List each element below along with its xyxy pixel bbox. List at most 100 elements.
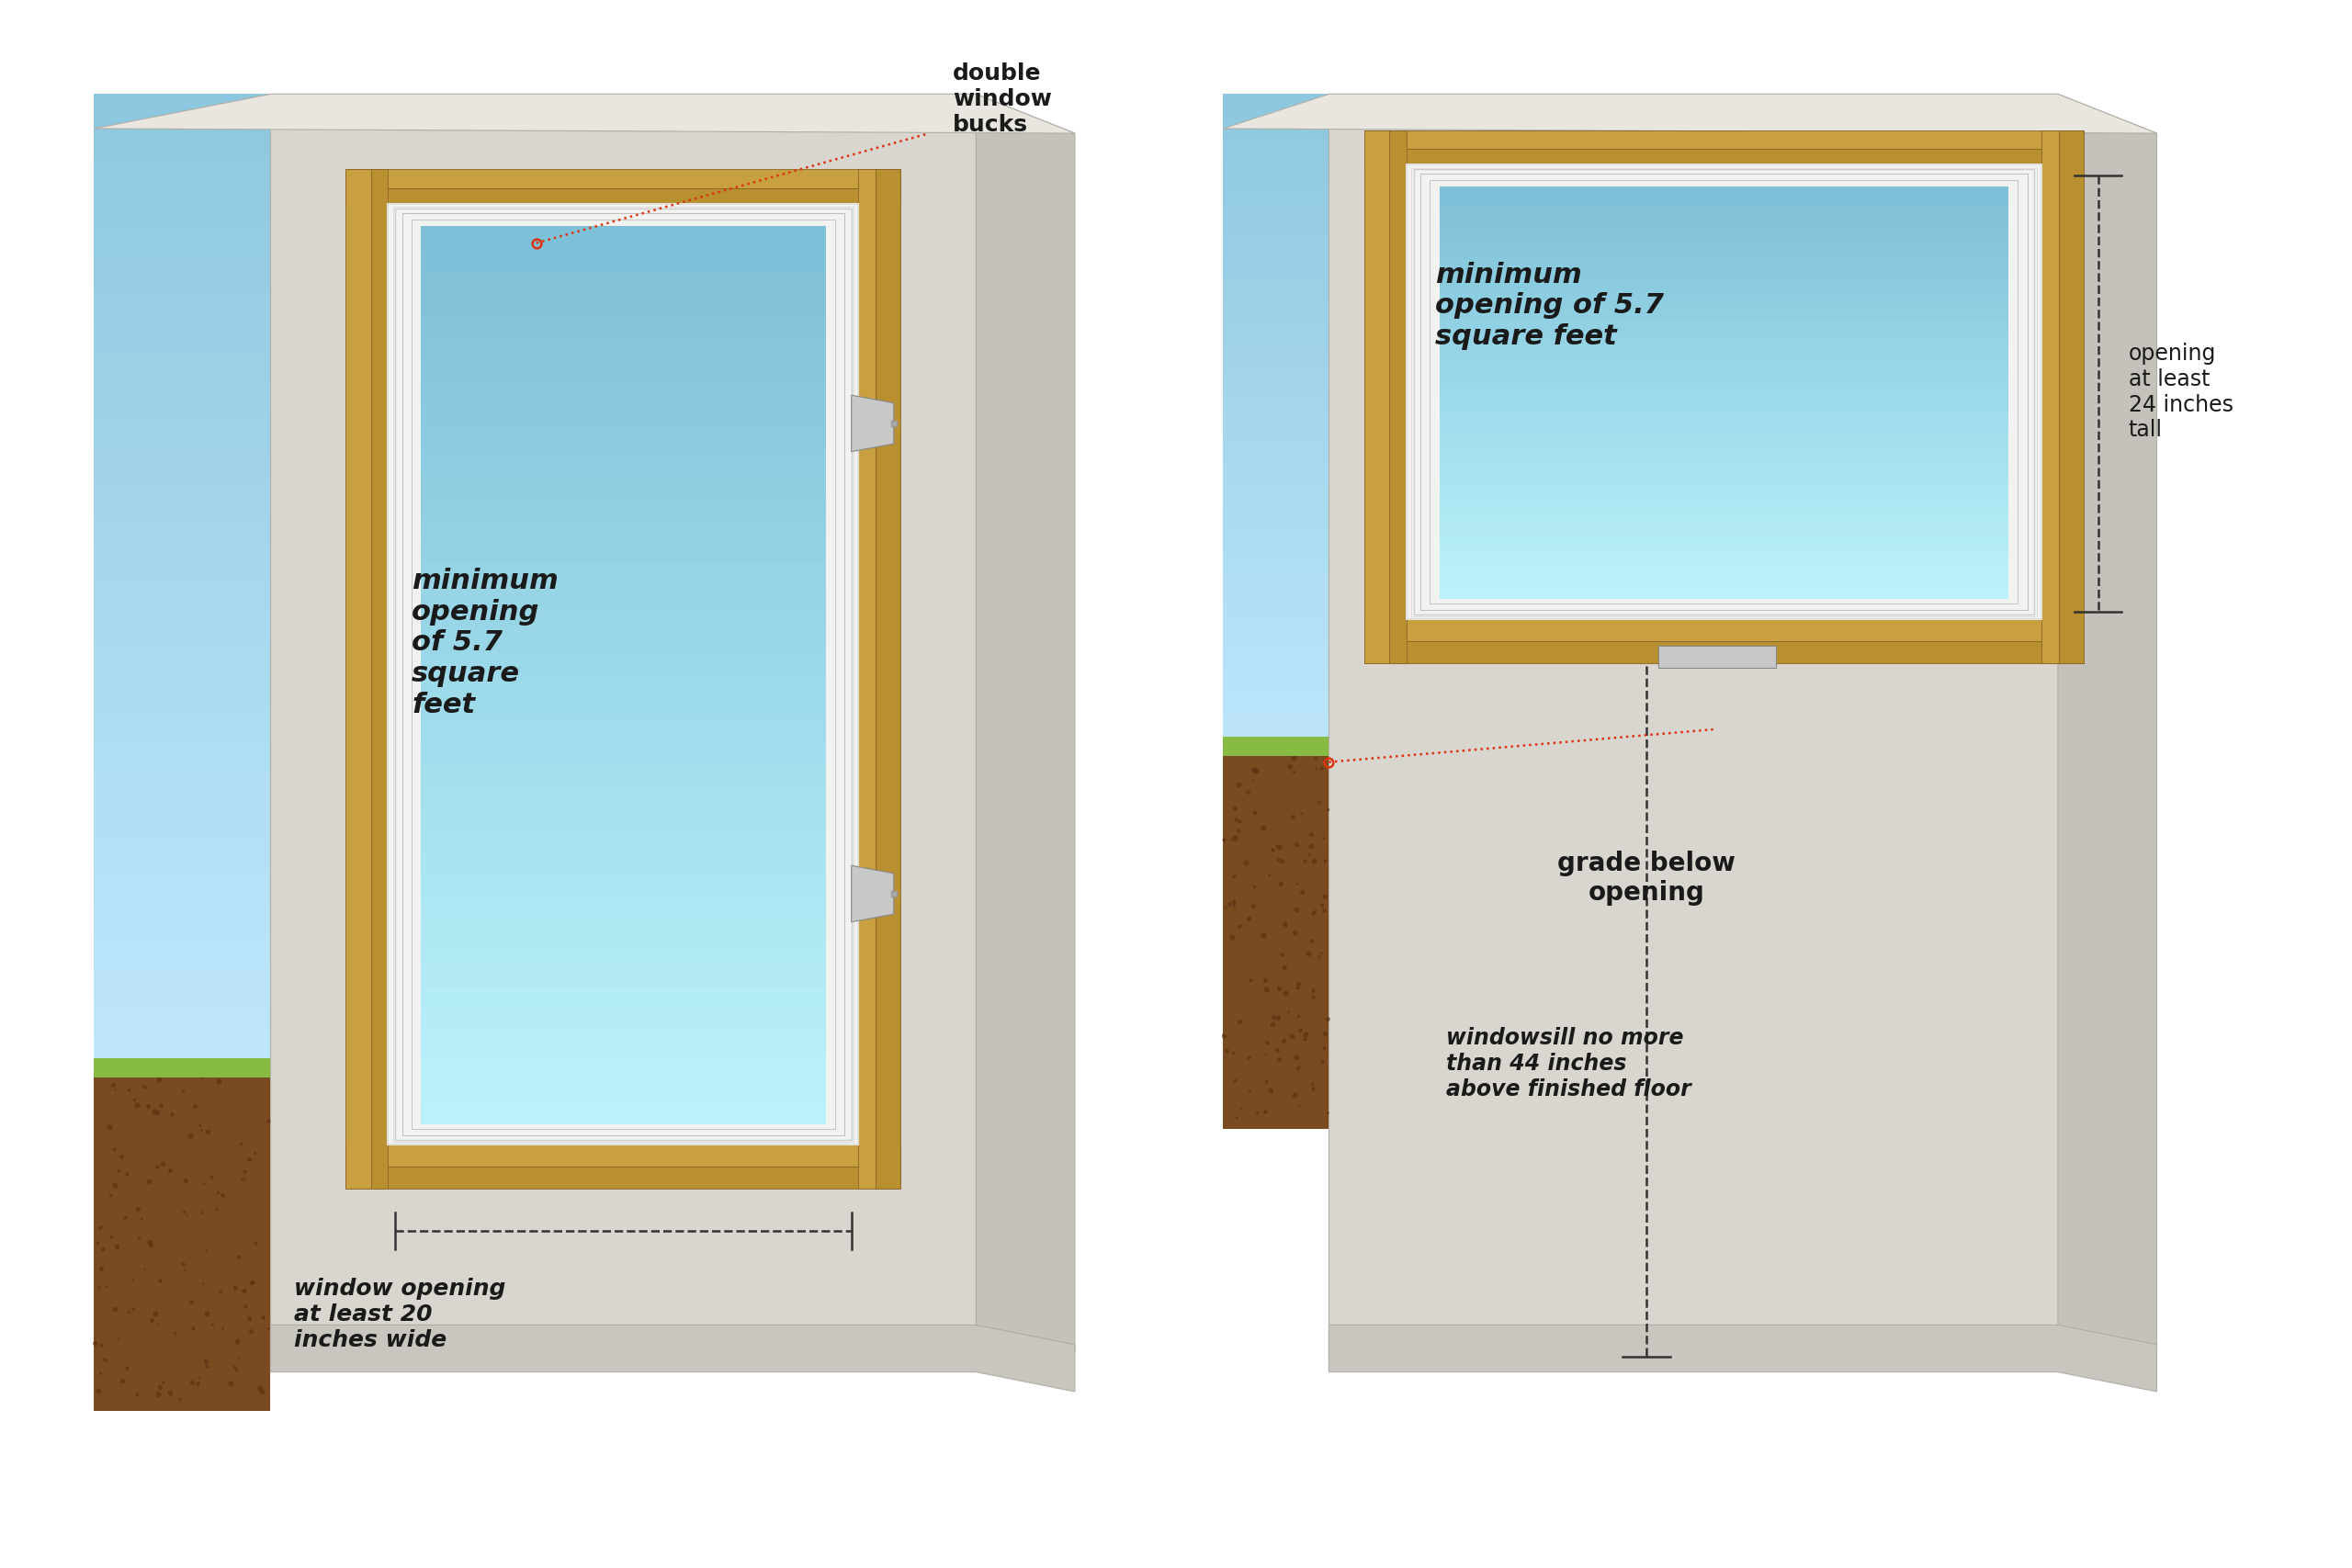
Bar [1439,218,2009,229]
Bar [1439,464,2009,475]
Polygon shape [1658,646,1776,668]
Text: minimum
opening of 5.7
square feet: minimum opening of 5.7 square feet [1435,262,1663,350]
Polygon shape [94,94,270,127]
Bar [421,629,826,654]
Polygon shape [2058,130,2084,663]
Polygon shape [346,169,372,1189]
Bar [421,674,826,698]
Bar [421,585,826,608]
Polygon shape [346,1145,901,1167]
Polygon shape [372,169,388,1189]
Polygon shape [402,213,844,1135]
Polygon shape [94,94,1075,133]
Polygon shape [1223,301,1329,325]
Bar [1439,423,2009,434]
Bar [421,495,826,519]
Polygon shape [94,224,270,256]
Polygon shape [1223,140,1329,163]
Bar [1439,474,2009,486]
Bar [421,809,826,833]
Bar [421,405,826,430]
Bar [421,271,826,295]
Polygon shape [1329,1325,2157,1392]
Polygon shape [94,613,270,644]
Bar [1439,227,2009,240]
Polygon shape [1421,174,2027,610]
Polygon shape [94,450,270,483]
Polygon shape [94,158,270,191]
Polygon shape [1223,209,1329,232]
Polygon shape [1223,325,1329,347]
Bar [1439,495,2009,506]
Polygon shape [1223,737,1329,1129]
Polygon shape [346,1167,901,1189]
Polygon shape [1223,394,1329,416]
Polygon shape [1364,619,2084,641]
Bar [1439,433,2009,445]
Bar [1439,586,2009,599]
Polygon shape [1223,256,1329,278]
Bar [421,248,826,273]
Bar [1439,444,2009,455]
Polygon shape [94,419,270,450]
Polygon shape [94,710,270,742]
Polygon shape [1406,165,2042,619]
Polygon shape [1364,130,2084,149]
Bar [421,944,826,967]
Polygon shape [1223,508,1329,532]
Bar [1439,505,2009,517]
Bar [421,1055,826,1079]
Bar [421,853,826,878]
Polygon shape [1223,118,1329,140]
Bar [421,787,826,811]
Polygon shape [1223,737,1329,756]
Bar [421,742,826,765]
Bar [1439,259,2009,270]
Polygon shape [346,169,901,188]
Text: double
window
bucks: double window bucks [953,63,1051,136]
Polygon shape [1223,485,1329,508]
Polygon shape [94,1058,270,1411]
Polygon shape [1364,130,1390,663]
Polygon shape [851,395,894,452]
Text: windowsill no more
than 44 inches
above finished floor: windowsill no more than 44 inches above … [1446,1027,1691,1101]
Polygon shape [1223,370,1329,394]
Bar [1439,320,2009,332]
Polygon shape [1223,622,1329,646]
Polygon shape [94,839,270,872]
Polygon shape [270,1325,1075,1392]
Polygon shape [94,321,270,353]
Polygon shape [1223,187,1329,209]
Bar [421,898,826,922]
Polygon shape [270,94,976,1364]
Polygon shape [94,580,270,613]
Polygon shape [94,483,270,516]
Polygon shape [1223,577,1329,601]
Bar [1439,557,2009,568]
Bar [1439,453,2009,466]
Polygon shape [94,516,270,547]
Polygon shape [94,547,270,580]
Text: opening
at least
24 inches
tall: opening at least 24 inches tall [2129,343,2234,441]
Polygon shape [858,169,875,1189]
Polygon shape [1223,739,1329,760]
Bar [421,696,826,721]
Polygon shape [1223,416,1329,439]
Polygon shape [94,386,270,419]
Bar [1439,268,2009,281]
Polygon shape [94,191,270,224]
Bar [421,877,826,900]
Text: minimum
opening
of 5.7
square
feet: minimum opening of 5.7 square feet [412,568,557,718]
Bar [421,1010,826,1035]
Polygon shape [1223,94,2157,133]
Polygon shape [1223,760,1329,784]
Bar [421,1101,826,1124]
Bar [1439,485,2009,495]
Bar [421,539,826,563]
Polygon shape [1223,94,1329,118]
Polygon shape [1223,232,1329,256]
Bar [1439,577,2009,588]
Polygon shape [1390,130,1406,663]
Polygon shape [94,905,270,936]
Polygon shape [1329,94,2058,1364]
